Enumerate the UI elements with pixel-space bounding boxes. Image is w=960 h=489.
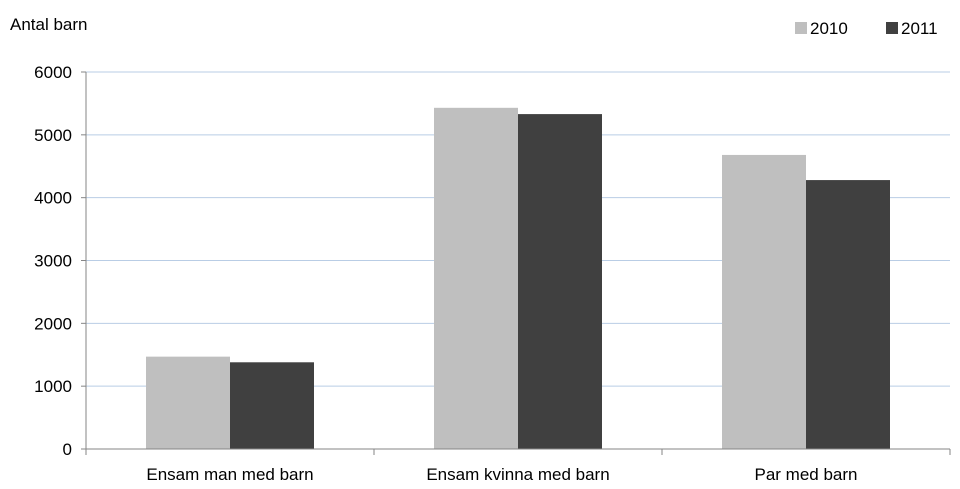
bar-2011-0 (230, 362, 314, 449)
legend-swatch-2010 (795, 22, 807, 34)
x-tick-label: Ensam kvinna med barn (426, 465, 609, 484)
y-tick-label: 2000 (34, 314, 72, 333)
y-tick-label: 6000 (34, 63, 72, 82)
y-tick-label: 1000 (34, 377, 72, 396)
y-tick-label: 5000 (34, 126, 72, 145)
y-tick-label: 4000 (34, 189, 72, 208)
bar-2011-2 (806, 180, 890, 449)
bars (146, 107, 890, 450)
bar-2011-1 (518, 114, 602, 450)
legend-swatch-2011 (886, 22, 898, 34)
y-tick-label: 0 (63, 440, 72, 459)
axes: 0 1000 2000 3000 4000 5000 6000 Ensam man med b… (34, 63, 951, 484)
bar-2010-0 (146, 356, 230, 449)
y-axis-title: Antal barn (10, 15, 88, 34)
legend-label: 2011 (901, 19, 938, 38)
x-tick-label: Ensam man med barn (146, 465, 313, 484)
bar-2010-1 (434, 107, 518, 449)
bar-2010-2 (722, 154, 806, 449)
y-tick-label: 3000 (34, 252, 72, 271)
legend: 2010 2011 (795, 19, 938, 38)
x-tick-label: Par med barn (755, 465, 858, 484)
legend-label: 2010 (810, 19, 848, 38)
